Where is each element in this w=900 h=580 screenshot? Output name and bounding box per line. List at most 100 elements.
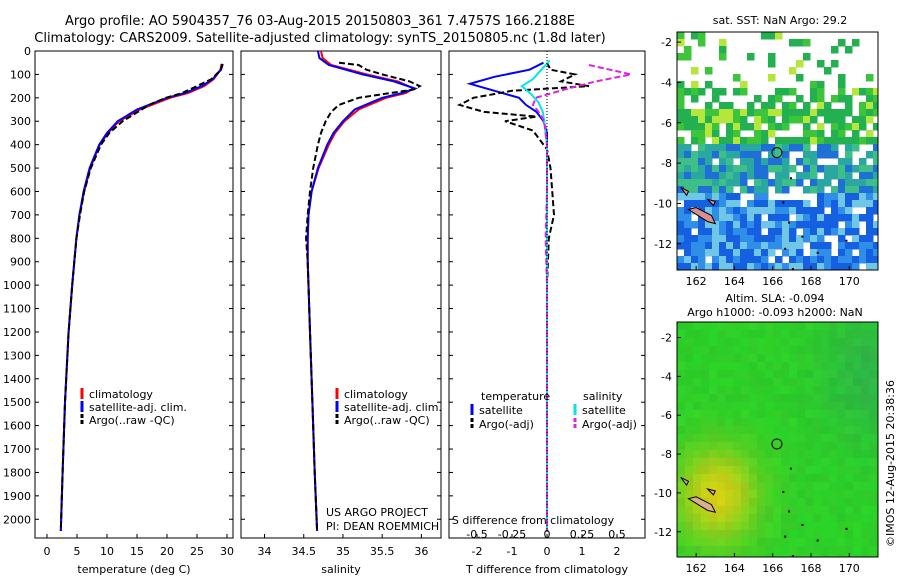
x-axis-label: temperature (deg C) xyxy=(77,563,190,576)
project-label: US ARGO PROJECT xyxy=(326,506,428,519)
y-tick-label: 1900 xyxy=(3,490,31,503)
y-tick-label: -12 xyxy=(654,238,672,251)
map-frame xyxy=(676,321,879,558)
x-tick-label: 10 xyxy=(100,545,114,558)
figure-title-line1: Argo profile: AO 5904357_76 03-Aug-2015 … xyxy=(65,14,575,29)
islet-6 xyxy=(791,555,794,557)
islet-4 xyxy=(784,535,787,538)
y-tick-label: 1200 xyxy=(3,326,31,339)
legend-header-temperature: temperature xyxy=(481,390,550,403)
x-tick-label: 34.5 xyxy=(291,545,316,558)
sla-map: Altim. SLA: -0.094 Argo h1000: -0.093 h2… xyxy=(654,292,897,575)
x-tick-label: 0 xyxy=(44,545,51,558)
sst-map-title: sat. SST: NaN Argo: 29.2 xyxy=(713,14,847,27)
x-tick-label: 15 xyxy=(130,545,144,558)
islet-7 xyxy=(845,239,848,242)
legend-label-0: climatology xyxy=(89,388,153,401)
x-tick-label: 166 xyxy=(762,275,783,288)
x-tick-label: 2 xyxy=(614,545,621,558)
y-tick-label: -4 xyxy=(661,370,672,383)
islet-6 xyxy=(791,267,794,270)
islet-7 xyxy=(845,527,848,530)
islet-2 xyxy=(788,510,791,513)
series-group xyxy=(305,51,423,532)
series-line-1 xyxy=(59,63,224,532)
temperature-panel: 0 5 10 15 20 25 300100200300400500600700800900… xyxy=(3,45,234,576)
map-frame xyxy=(676,31,879,271)
legend-label-1: satellite-adj. clim. xyxy=(344,401,442,414)
x-tick-label: 164 xyxy=(724,275,745,288)
y-tick-label: -2 xyxy=(661,332,672,345)
x-tick-label: 168 xyxy=(801,562,822,575)
y-tick-label: -10 xyxy=(654,197,672,210)
x-tick-label: -1 xyxy=(507,545,518,558)
x-tick-label: 36 xyxy=(414,545,428,558)
islet-5 xyxy=(816,539,819,542)
islet-0 xyxy=(789,467,792,470)
x-tick-label: 168 xyxy=(801,275,822,288)
legend-label-2: Argo(..raw -QC) xyxy=(344,414,430,427)
x-tick-label: 170 xyxy=(839,275,860,288)
x-tick-label: 25 xyxy=(190,545,204,558)
x-tick-label: 170 xyxy=(839,562,860,575)
y-tick-label: 100 xyxy=(10,68,31,81)
x-tick-label: 30 xyxy=(220,545,234,558)
series-line-2 xyxy=(59,63,224,532)
islet-1 xyxy=(782,201,785,204)
y-tick-label: 400 xyxy=(10,139,31,152)
y-tick-label: 0 xyxy=(24,45,31,58)
y-tick-label: 700 xyxy=(10,209,31,222)
y-tick-label: 1100 xyxy=(3,303,31,316)
s-tick-label: 0.5 xyxy=(608,528,626,541)
figure-title-line2: Climatology: CARS2009. Satellite-adjuste… xyxy=(34,31,606,46)
islet-3 xyxy=(801,523,804,526)
s-tick-label: -0.25 xyxy=(498,528,526,541)
plot-frame xyxy=(240,50,442,539)
y-tick-label: 900 xyxy=(10,256,31,269)
legend-label-0: climatology xyxy=(344,388,408,401)
y-tick-label: -6 xyxy=(661,117,672,130)
y-tick-label: -4 xyxy=(661,76,672,89)
y-tick-label: 1400 xyxy=(3,373,31,386)
sla-map-title-line2: Argo h1000: -0.093 h2000: NaN xyxy=(687,306,863,319)
islet-5 xyxy=(816,251,819,254)
difference-panel: -2 -1 0 1 2 T difference from climatology S di… xyxy=(448,50,646,576)
series-group xyxy=(59,63,224,532)
islet-2 xyxy=(788,221,791,224)
legend-label-0: satellite xyxy=(479,404,523,417)
sla-map-title-line1: Altim. SLA: -0.094 xyxy=(725,292,824,305)
x-tick-label: 35 xyxy=(336,545,350,558)
island-2 xyxy=(706,198,717,207)
legend-header-salinity: salinity xyxy=(583,390,623,403)
islet-1 xyxy=(782,490,785,493)
y-tick-label: 2000 xyxy=(3,513,31,526)
imos-timestamp-label: ©IMOS 12-Aug-2015 20:38:36 xyxy=(884,380,897,547)
plot-frame xyxy=(34,50,234,539)
s-tick-label: 0 xyxy=(544,528,551,541)
x-tick-label: 20 xyxy=(160,545,174,558)
y-tick-label: 1000 xyxy=(3,279,31,292)
legend-label-3: Argo(-adj) xyxy=(582,418,637,431)
legend-label-2: Argo(..raw -QC) xyxy=(89,414,175,427)
y-tick-label: 200 xyxy=(10,92,31,105)
x-tick-label: 166 xyxy=(762,562,783,575)
y-tick-label: 600 xyxy=(10,185,31,198)
x-tick-label: 35.5 xyxy=(370,545,395,558)
y-tick-label: 800 xyxy=(10,232,31,245)
series-line-3 xyxy=(531,64,632,531)
islet-4 xyxy=(784,247,787,250)
salinity-panel: 34 34.5 35 35.5 36 salinity climatologysatelli… xyxy=(240,50,442,576)
legend-label-1: Argo(-adj) xyxy=(479,418,534,431)
series-line-1 xyxy=(456,62,590,531)
islet-3 xyxy=(801,235,804,238)
sla-field xyxy=(677,322,878,557)
x-tick-label: 164 xyxy=(724,562,745,575)
x-axis-label: salinity xyxy=(321,563,361,576)
y-tick-label: -12 xyxy=(654,526,672,539)
x-tick-label: 0 xyxy=(544,545,551,558)
y-tick-label: 1500 xyxy=(3,396,31,409)
y-tick-label: 1300 xyxy=(3,349,31,362)
y-tick-label: -8 xyxy=(661,448,672,461)
y-tick-label: -6 xyxy=(661,409,672,422)
